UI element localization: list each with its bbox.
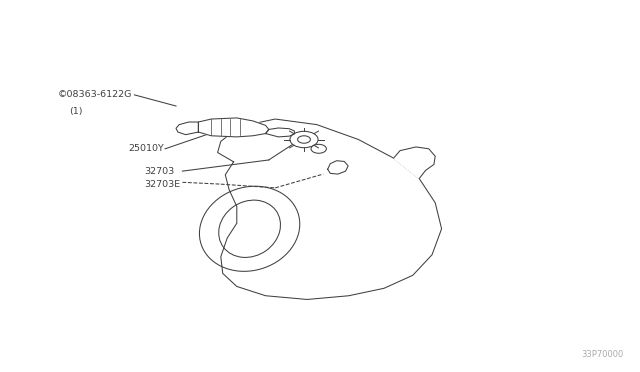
Text: (1): (1) [69, 107, 83, 116]
Polygon shape [328, 161, 348, 174]
Text: ©08363-6122G: ©08363-6122G [58, 90, 132, 99]
Text: 32703: 32703 [144, 167, 174, 176]
Circle shape [311, 144, 326, 153]
Polygon shape [218, 119, 442, 299]
Text: 33P70000: 33P70000 [582, 350, 624, 359]
Polygon shape [266, 128, 294, 137]
Text: 32703E: 32703E [144, 180, 180, 189]
Polygon shape [394, 147, 435, 179]
Circle shape [290, 131, 318, 148]
Text: 25010Y: 25010Y [128, 144, 164, 153]
Polygon shape [176, 122, 198, 135]
Polygon shape [198, 118, 269, 137]
